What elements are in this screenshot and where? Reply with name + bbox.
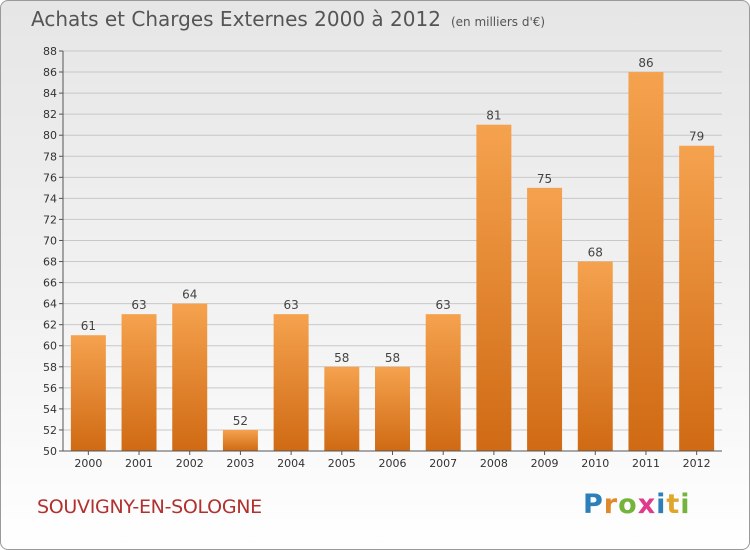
x-tick-label: 2009 [531,457,559,470]
bar-value-label: 79 [689,130,704,144]
y-tick-label: 64 [43,298,57,311]
y-tick-label: 72 [43,213,57,226]
bar-value-label: 86 [638,56,653,70]
city-name: SOUVIGNY-EN-SOLOGNE [37,496,262,518]
y-tick-label: 70 [43,234,57,247]
x-tick-label: 2004 [277,457,305,470]
y-tick-label: 52 [43,424,57,437]
bar-value-label: 68 [588,246,603,260]
y-tick-label: 80 [43,129,57,142]
chart-title-text: Achats et Charges Externes 2000 à 2012 [31,7,441,31]
y-tick-label: 62 [43,319,57,332]
bar [375,366,410,451]
y-tick-label: 74 [43,192,57,205]
bar [70,335,106,451]
bar-value-label: 63 [131,298,146,312]
bar-value-label: 58 [385,351,400,365]
bar [273,314,309,451]
x-tick-label: 2010 [581,457,609,470]
chart-unit: (en milliers d'€) [450,15,546,29]
bar [577,261,613,451]
y-axis: 50 52 54 56 58 60 62 64 66 68 70 72 74 76 78 80 82 84 86 88 [43,45,64,458]
bar-value-label: 63 [283,298,298,312]
bar [222,429,258,451]
x-tick-label: 2003 [226,457,254,470]
y-tick-label: 88 [43,45,57,58]
y-tick-label: 56 [43,382,57,395]
y-tick-label: 50 [43,445,57,458]
y-tick-label: 84 [43,87,57,100]
y-tick-label: 58 [43,361,57,374]
x-tick-label: 2007 [429,457,457,470]
bar-value-label: 63 [436,298,451,312]
bar [527,187,563,451]
bar [476,124,512,452]
x-tick-label: 2006 [379,457,407,470]
bar-value-label: 61 [81,319,96,333]
bar-value-label: 81 [486,109,501,123]
proxiti-logo: Proxiti [583,489,691,520]
y-tick-label: 82 [43,108,57,121]
x-tick-label: 2011 [632,457,660,470]
y-tick-label: 66 [43,277,57,290]
bar [324,366,360,451]
x-tick-label: 2001 [125,457,153,470]
bar [121,314,157,451]
bar [425,314,461,451]
bar-value-label: 52 [233,414,248,428]
bar-value-label: 75 [537,172,552,186]
x-tick-label: 2000 [74,457,102,470]
x-tick-label: 2005 [328,457,356,470]
bar [628,72,664,451]
bar [172,303,208,451]
chart-title: Achats et Charges Externes 2000 à 2012 (e… [31,7,545,31]
bar-value-label: 64 [182,288,197,302]
x-axis: 2000 2001 2002 2003 2004 2005 2006 2007 2008 2009… [63,450,722,470]
x-tick-label: 2008 [480,457,508,470]
bar [679,145,715,451]
y-tick-label: 76 [43,171,57,184]
x-tick-label: 2002 [176,457,204,470]
x-tick-label: 2012 [683,457,711,470]
y-tick-label: 78 [43,150,57,163]
y-tick-label: 86 [43,66,57,79]
y-tick-label: 60 [43,340,57,353]
y-tick-label: 54 [43,403,57,416]
bar-value-label: 58 [334,351,349,365]
y-tick-label: 68 [43,256,57,269]
bars: 61 63 64 52 63 58 58 63 81 75 68 86 79 [70,56,715,452]
